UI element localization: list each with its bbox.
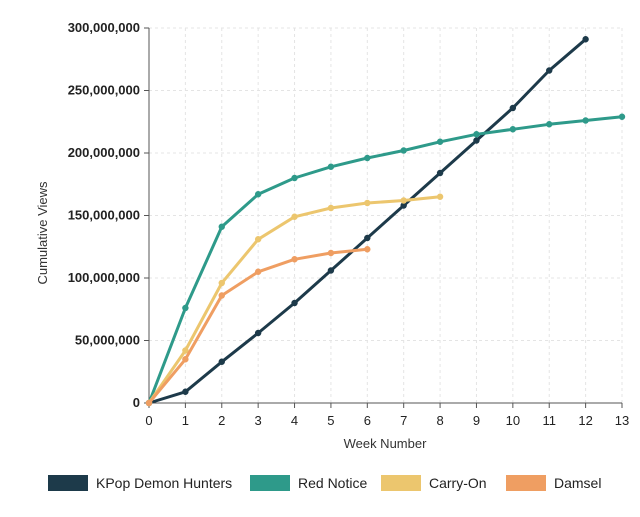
legend-label: Red Notice [298, 475, 367, 491]
series-group [145, 36, 626, 407]
x-tick-label: 11 [542, 413, 556, 428]
data-point-damsel [291, 256, 298, 263]
x-tick-label: 8 [436, 413, 443, 428]
x-tick-label: 6 [364, 413, 371, 428]
data-point-red-notice [364, 154, 371, 162]
legend-swatch [48, 475, 88, 491]
x-tick-label: 0 [145, 413, 152, 428]
data-point-carry-on [327, 204, 335, 212]
data-point-red-notice [254, 191, 262, 198]
data-point-carry-on [182, 347, 189, 354]
legend-swatch [381, 475, 421, 491]
data-point-red-notice [546, 121, 553, 128]
data-point-carry-on [436, 193, 444, 200]
data-point-kpop-demon-hunters [546, 67, 553, 74]
y-tick-label: 0 [133, 395, 140, 410]
series-damsel [145, 246, 371, 407]
legend-item-kpop-demon-hunters[interactable]: KPop Demon Hunters [48, 475, 232, 491]
legend-item-red-notice[interactable]: Red Notice [250, 475, 367, 491]
x-tick-label: 2 [218, 413, 225, 428]
data-point-kpop-demon-hunters [254, 329, 262, 337]
x-tick-label: 4 [291, 413, 298, 428]
x-tick-label: 3 [255, 413, 262, 428]
series-line-red-notice [147, 115, 624, 405]
data-point-red-notice [400, 147, 407, 154]
series-carry-on [145, 193, 444, 407]
legend-label: Carry-On [429, 475, 487, 491]
x-tick-label: 7 [400, 413, 407, 428]
data-point-red-notice [436, 138, 444, 145]
data-point-kpop-demon-hunters [218, 358, 225, 365]
data-point-red-notice [291, 174, 298, 182]
data-point-carry-on [291, 213, 298, 220]
y-tick-label: 50,000,000 [75, 333, 140, 348]
y-tick-label: 200,000,000 [68, 145, 140, 160]
x-tick-label: 12 [578, 413, 592, 428]
data-point-kpop-demon-hunters [291, 299, 298, 307]
legend-item-damsel[interactable]: Damsel [506, 475, 601, 491]
x-tick-label: 9 [473, 413, 480, 428]
data-point-carry-on [400, 197, 407, 204]
data-point-carry-on [254, 236, 262, 243]
data-point-damsel [254, 268, 262, 275]
data-point-damsel [218, 292, 225, 299]
data-point-carry-on [364, 199, 371, 207]
x-tick-label: 1 [182, 413, 189, 428]
legend-item-carry-on[interactable]: Carry-On [381, 475, 487, 491]
data-point-red-notice [582, 117, 589, 124]
data-point-damsel [327, 249, 335, 257]
data-point-red-notice [473, 131, 480, 138]
grid-lines [149, 27, 623, 403]
legend: KPop Demon Hunters Red Notice Carry-On Dams… [48, 475, 601, 491]
x-axis-title: Week Number [344, 436, 428, 451]
y-axis-ticks: 0 50,000,000 100,000,000 150,000,000 200,000… [68, 20, 149, 410]
data-point-kpop-demon-hunters [436, 169, 444, 177]
data-point-damsel [182, 356, 189, 363]
data-point-kpop-demon-hunters [582, 36, 589, 43]
data-point-red-notice [218, 223, 225, 230]
series-red-notice [145, 113, 626, 407]
data-point-kpop-demon-hunters [364, 234, 371, 242]
legend-swatch [506, 475, 546, 491]
data-point-kpop-demon-hunters [182, 388, 189, 395]
data-point-red-notice [327, 163, 335, 170]
data-point-kpop-demon-hunters [327, 267, 335, 274]
y-axis-title: Cumulative Views [35, 181, 50, 285]
x-tick-label: 5 [327, 413, 334, 428]
y-tick-label: 150,000,000 [68, 208, 140, 223]
y-tick-label: 100,000,000 [68, 270, 140, 285]
x-tick-label: 10 [506, 413, 520, 428]
data-point-kpop-demon-hunters [400, 202, 407, 209]
y-tick-label: 250,000,000 [68, 83, 140, 98]
legend-label: KPop Demon Hunters [96, 475, 232, 491]
series-kpop-demon-hunters [145, 36, 589, 407]
data-point-kpop-demon-hunters [509, 104, 517, 112]
data-point-damsel [145, 399, 153, 407]
legend-swatch [250, 475, 290, 491]
x-axis-ticks: 0 1 2 3 4 5 6 7 8 9 10 11 12 13 [145, 403, 629, 428]
data-point-red-notice [618, 113, 626, 120]
data-point-red-notice [509, 126, 517, 133]
data-point-damsel [364, 246, 371, 253]
y-tick-label: 300,000,000 [68, 20, 140, 35]
x-tick-label: 13 [615, 413, 629, 428]
legend-label: Damsel [554, 475, 601, 491]
data-point-red-notice [182, 304, 189, 312]
data-point-kpop-demon-hunters [473, 137, 480, 144]
data-point-carry-on [218, 279, 225, 287]
